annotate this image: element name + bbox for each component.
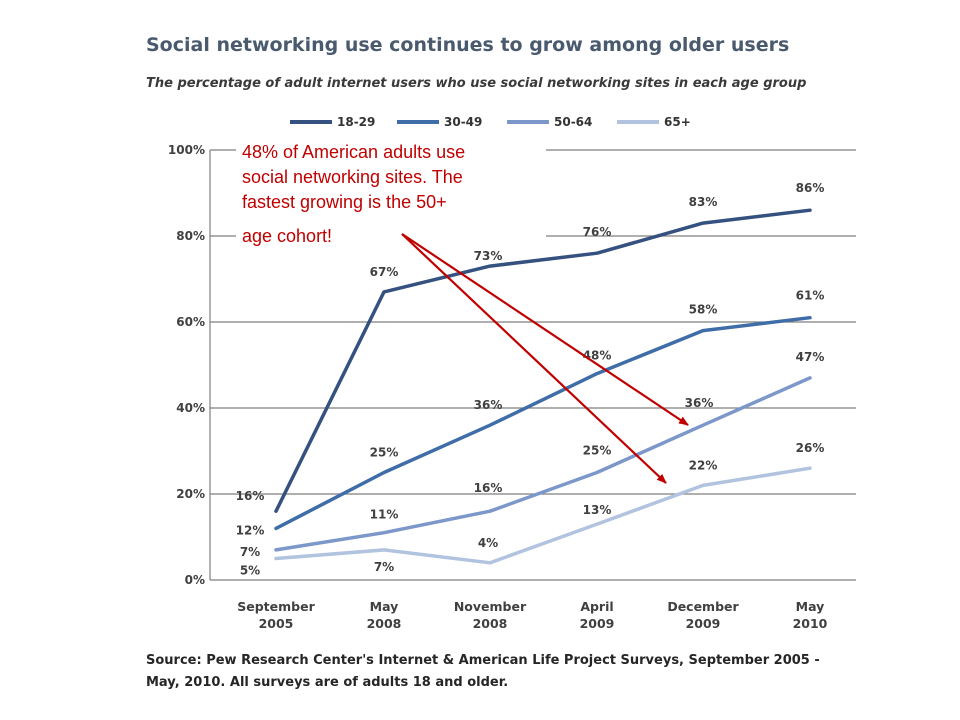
data-label: 4% xyxy=(478,536,498,550)
x-tick-label: 2009 xyxy=(580,616,615,631)
data-label: 16% xyxy=(236,489,265,503)
data-label: 86% xyxy=(796,181,825,195)
y-tick-label: 80% xyxy=(176,229,205,243)
legend-label: 18-29 xyxy=(337,115,375,129)
data-label: 26% xyxy=(796,441,825,455)
chart-subtitle: The percentage of adult internet users w… xyxy=(146,76,806,91)
series-line-65+ xyxy=(274,466,812,565)
x-tick-label: December xyxy=(667,599,739,614)
data-label: 47% xyxy=(796,350,825,364)
data-label: 67% xyxy=(370,265,399,279)
data-label: 11% xyxy=(370,508,399,522)
data-label: 36% xyxy=(474,398,503,412)
legend-label: 65+ xyxy=(664,115,691,129)
y-tick-label: 20% xyxy=(176,487,205,501)
data-label: 22% xyxy=(689,458,718,472)
data-labels: 16% 67% 73% 76% 83% 86% 12% 25% 36% 48% 58% 61% 7% 11… xyxy=(236,181,825,577)
annotation-line: fastest growing is the 50+ xyxy=(242,192,447,212)
annotation-arrow xyxy=(401,233,689,426)
data-label: 36% xyxy=(685,396,714,410)
x-tick-label: May xyxy=(370,599,399,614)
x-tick-label: 2008 xyxy=(473,616,508,631)
data-label: 5% xyxy=(240,564,260,578)
annotation-line: social networking sites. The xyxy=(242,167,463,187)
y-tick-label: 60% xyxy=(176,315,205,329)
annotation-arrow xyxy=(401,233,667,484)
x-tick-label: November xyxy=(454,599,527,614)
series-line-50-64 xyxy=(274,376,812,552)
legend-label: 50-64 xyxy=(554,115,592,129)
chart-title: Social networking use continues to grow … xyxy=(146,34,789,56)
annotation-line: 48% of American adults use xyxy=(242,142,465,162)
series-line-30-49 xyxy=(274,315,812,531)
data-label: 12% xyxy=(236,523,265,537)
data-label: 61% xyxy=(796,289,825,303)
annotation-line: age cohort! xyxy=(242,226,332,246)
data-label: 25% xyxy=(583,444,612,458)
x-tick-label: 2008 xyxy=(367,616,402,631)
data-label: 13% xyxy=(583,503,612,517)
series-lines xyxy=(274,208,812,565)
data-label: 76% xyxy=(583,225,612,239)
source-note: Source: Pew Research Center's Internet &… xyxy=(146,653,820,668)
x-tick-label: May xyxy=(796,599,825,614)
data-label: 7% xyxy=(240,545,260,559)
y-tick-label: 0% xyxy=(185,573,205,587)
data-label: 58% xyxy=(689,303,718,317)
y-axis: 0% 20% 40% 60% 80% 100% xyxy=(168,143,211,587)
data-label: 16% xyxy=(474,481,503,495)
x-tick-label: 2005 xyxy=(259,616,294,631)
y-tick-label: 40% xyxy=(176,401,205,415)
data-label: 25% xyxy=(370,446,399,460)
x-tick-label: September xyxy=(237,599,315,614)
data-label: 48% xyxy=(583,349,612,363)
x-tick-label: 2009 xyxy=(686,616,721,631)
x-tick-label: 2010 xyxy=(793,616,828,631)
legend-label: 30-49 xyxy=(444,115,482,129)
x-tick-label: April xyxy=(580,599,613,614)
data-label: 73% xyxy=(474,249,503,263)
annotation-box xyxy=(236,136,546,248)
series-line-18-29 xyxy=(274,208,812,513)
y-tick-label: 100% xyxy=(168,143,205,157)
annotation: 48% of American adults use social networ… xyxy=(236,136,689,484)
x-axis: September 2005 May 2008 November 2008 April 200… xyxy=(237,599,827,631)
source-note: May, 2010. All surveys are of adults 18 … xyxy=(146,675,508,690)
legend: 18-29 30-49 50-64 65+ xyxy=(290,115,691,129)
data-label: 83% xyxy=(689,195,718,209)
data-label: 7% xyxy=(374,560,394,574)
